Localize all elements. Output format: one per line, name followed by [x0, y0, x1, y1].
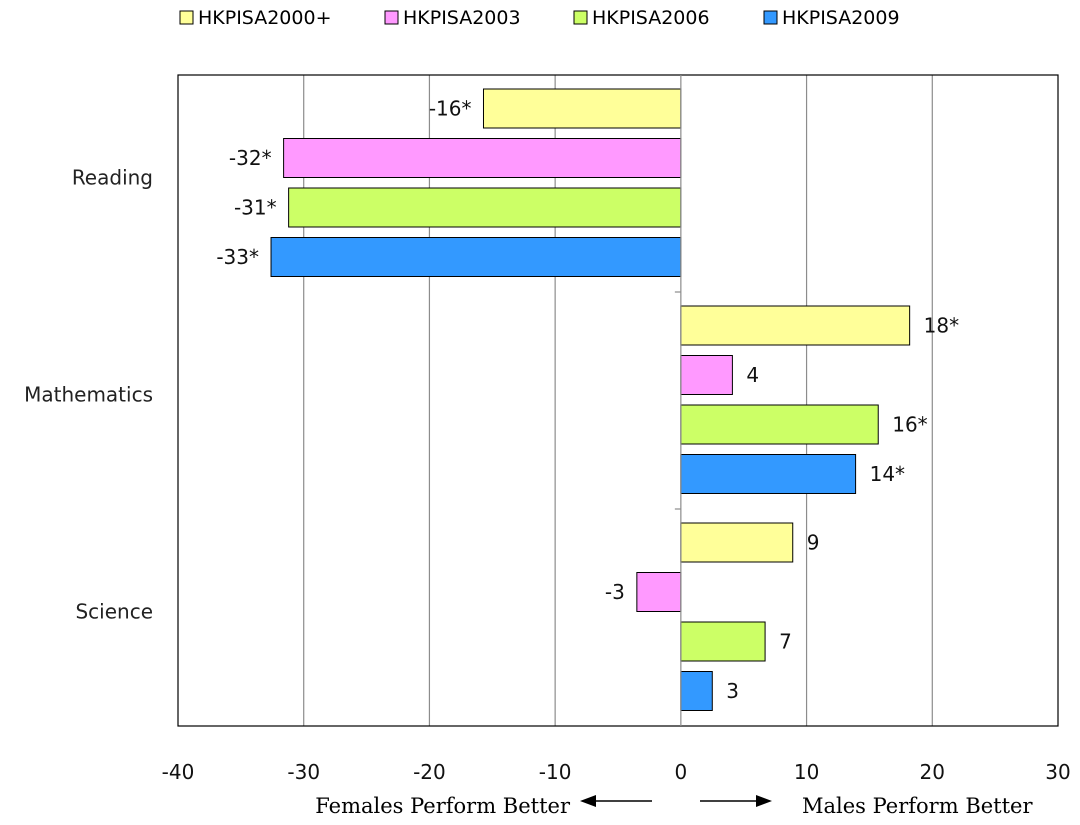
data-label: 18* — [924, 314, 959, 338]
legend-label: HKPISA2000+ — [198, 7, 332, 29]
data-label: -32* — [229, 146, 272, 170]
category-label-mathematics: Mathematics — [24, 383, 153, 407]
category-label-reading: Reading — [72, 166, 153, 190]
legend-item: HKPISA2009 — [763, 7, 900, 29]
plot-frame — [177, 74, 1059, 727]
legend-item: HKPISA2003 — [384, 7, 521, 29]
data-label: -16* — [429, 97, 472, 121]
legend-label: HKPISA2003 — [403, 7, 521, 29]
category-labels: Reading Mathematics Science — [24, 166, 153, 624]
bar-science-hkpisa2006 — [680, 621, 766, 662]
data-label: 9 — [807, 531, 820, 555]
x-tick-label: -30 — [287, 760, 320, 784]
zero-axis — [674, 75, 682, 726]
gridlines — [303, 75, 933, 726]
x-tick-label: -10 — [539, 760, 572, 784]
females-caption: Females Perform Better — [315, 794, 571, 818]
bar-mathematics-hkpisa2006 — [680, 404, 879, 445]
x-tick-label: -20 — [413, 760, 446, 784]
bar-science-hkpisa2003 — [636, 572, 682, 612]
males-caption: Males Perform Better — [802, 794, 1033, 818]
bar-reading-hkpisa2006 — [288, 187, 682, 228]
bar-reading-hkpisa2009 — [270, 237, 682, 277]
x-tick-label: 30 — [1045, 760, 1070, 784]
data-label: 7 — [779, 630, 792, 654]
data-label: 4 — [746, 363, 759, 387]
data-label: -3 — [605, 580, 625, 604]
bar-reading-hkpisa2000 — [482, 88, 682, 129]
left-arrowhead-icon — [580, 795, 596, 807]
legend-swatch — [573, 10, 588, 25]
bars — [270, 88, 911, 711]
data-labels: -16* -32* -31* -33* 18* 4 16* 14* 9 -3 7 3 — [216, 97, 959, 704]
legend-label: HKPISA2006 — [592, 7, 710, 29]
bar-mathematics-hkpisa2000 — [680, 305, 911, 346]
category-label-science: Science — [75, 600, 153, 624]
legend-swatch — [384, 10, 399, 25]
direction-captions: Females Perform Better Males Perform Bet… — [315, 794, 1033, 818]
legend: HKPISA2000+ HKPISA2003 HKPISA2006 HKPISA200… — [179, 7, 900, 29]
data-label: -31* — [234, 196, 277, 220]
legend-label: HKPISA2009 — [782, 7, 900, 29]
data-label: 14* — [870, 462, 905, 486]
bar-reading-hkpisa2003 — [283, 138, 682, 178]
bar-mathematics-hkpisa2003 — [680, 355, 733, 395]
legend-item: HKPISA2000+ — [179, 7, 332, 29]
x-tick-labels: -40 -30 -20 -10 0 10 20 30 — [162, 760, 1071, 784]
right-arrowhead-icon — [756, 795, 772, 807]
bar-science-hkpisa2000 — [680, 522, 794, 563]
x-tick-label: 20 — [920, 760, 945, 784]
bar-mathematics-hkpisa2009 — [680, 454, 857, 494]
bar-science-hkpisa2009 — [680, 671, 713, 711]
legend-item: HKPISA2006 — [573, 7, 710, 29]
legend-swatch — [179, 10, 194, 25]
data-label: 16* — [892, 413, 927, 437]
x-tick-label: 0 — [674, 760, 687, 784]
data-label: -33* — [216, 245, 259, 269]
data-label: 3 — [726, 679, 739, 703]
x-tick-label: 10 — [794, 760, 819, 784]
x-tick-label: -40 — [162, 760, 195, 784]
legend-swatch — [763, 10, 778, 25]
